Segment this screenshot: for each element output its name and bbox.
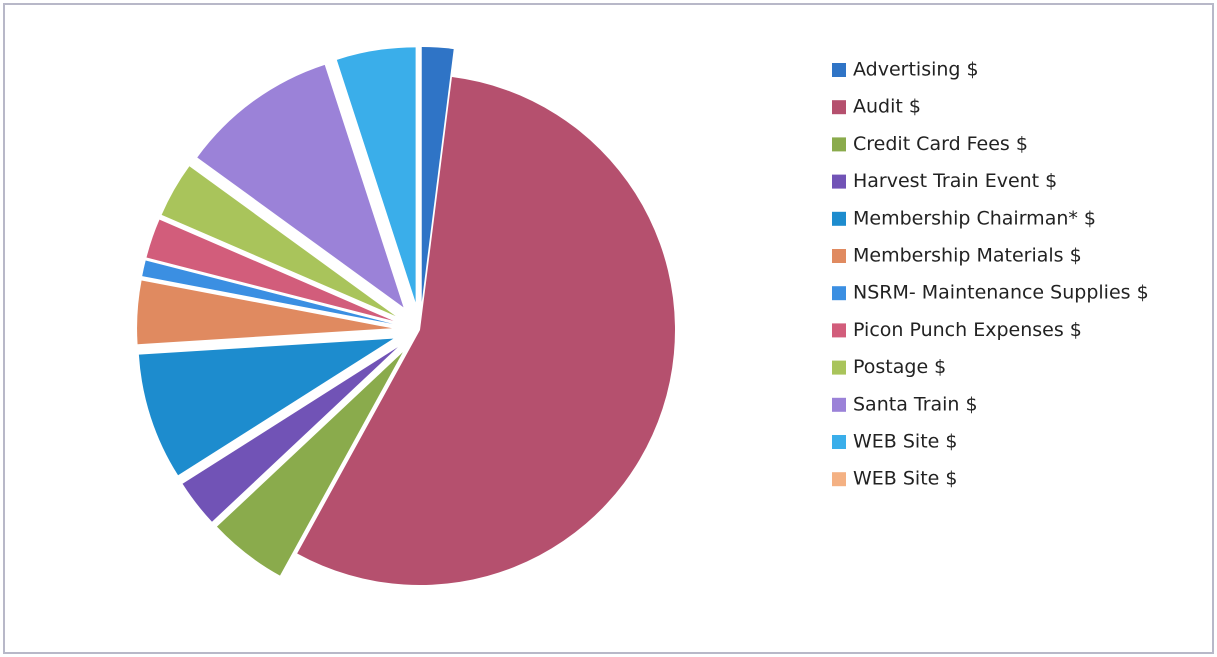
legend-swatch — [832, 249, 846, 263]
pie-slice — [137, 280, 393, 345]
legend-label: Santa Train $ — [853, 393, 978, 415]
legend-swatch — [832, 211, 846, 226]
legend-swatch — [832, 137, 846, 152]
legend-label: Harvest Train Event $ — [853, 170, 1057, 192]
legend-label: WEB Site $ — [853, 431, 957, 453]
pie-slice — [142, 260, 393, 324]
pie-slice — [297, 77, 675, 586]
pie-slice — [197, 64, 404, 308]
pie-slice — [336, 47, 416, 303]
legend-swatch — [832, 397, 846, 412]
legend-swatch — [832, 435, 846, 449]
legend-swatch — [832, 472, 846, 487]
legend-label: Credit Card Fees $ — [853, 133, 1028, 155]
legend-label: WEB Site $ — [853, 468, 957, 490]
legend-label: Postage $ — [853, 356, 946, 378]
pie-slice — [182, 347, 398, 522]
pie-slice — [216, 352, 403, 576]
legend-swatch — [832, 63, 846, 77]
legend-swatch — [832, 100, 846, 115]
pie-slice — [161, 166, 396, 317]
legend-label: Membership Materials $ — [853, 245, 1082, 267]
legend-label: Membership Chairman* $ — [853, 207, 1096, 229]
legend-label: Advertising $ — [853, 59, 979, 81]
pie-slice — [146, 219, 394, 321]
legend-swatch — [832, 174, 846, 189]
legend-label: Audit $ — [853, 96, 921, 118]
pie-slice — [138, 338, 394, 476]
legend-swatch — [832, 323, 846, 338]
legend-label: NSRM- Maintenance Supplies $ — [853, 282, 1149, 304]
legend-label: Picon Punch Expenses $ — [853, 319, 1082, 341]
pie-slice — [421, 47, 454, 303]
legend-swatch — [832, 286, 846, 301]
legend-swatch — [832, 360, 846, 375]
